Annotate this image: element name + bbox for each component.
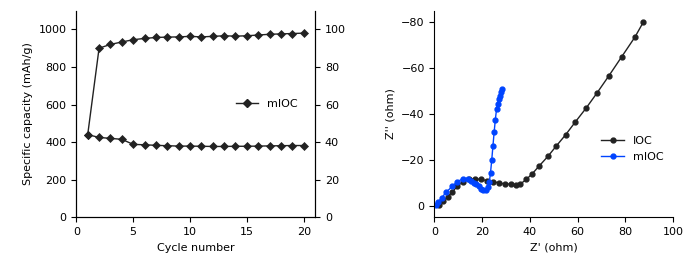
Line: IOC: IOC bbox=[437, 20, 646, 207]
IOC bbox=[439, 200, 447, 203]
IOC bbox=[465, 178, 473, 181]
IOC bbox=[528, 172, 536, 175]
mIOC bbox=[497, 91, 505, 94]
IOC bbox=[552, 144, 560, 148]
IOC bbox=[535, 164, 543, 167]
mIOC bbox=[486, 171, 495, 174]
mIOC bbox=[489, 144, 497, 148]
IOC bbox=[500, 182, 509, 186]
IOC bbox=[507, 182, 515, 186]
IOC bbox=[477, 178, 485, 181]
IOC bbox=[604, 74, 613, 78]
mIOC bbox=[495, 98, 503, 101]
mIOC bbox=[467, 179, 475, 182]
IOC bbox=[571, 120, 579, 123]
Line: mIOC: mIOC bbox=[433, 86, 505, 208]
X-axis label: Cycle number: Cycle number bbox=[157, 242, 235, 253]
IOC bbox=[618, 55, 626, 58]
IOC bbox=[522, 178, 530, 181]
mIOC bbox=[498, 87, 507, 90]
IOC bbox=[639, 20, 648, 24]
X-axis label: Z' (ohm): Z' (ohm) bbox=[530, 242, 577, 253]
mIOC bbox=[442, 191, 450, 194]
mIOC bbox=[472, 182, 480, 186]
mIOC bbox=[490, 131, 498, 134]
mIOC bbox=[437, 196, 446, 199]
Legend: IOC, mIOC: IOC, mIOC bbox=[597, 132, 668, 166]
mIOC bbox=[477, 187, 485, 190]
Y-axis label: Specific capacity (mAh/g): Specific capacity (mAh/g) bbox=[23, 42, 33, 185]
mIOC bbox=[482, 188, 490, 191]
mIOC bbox=[432, 204, 440, 207]
Legend: mIOC: mIOC bbox=[232, 94, 303, 113]
IOC bbox=[593, 92, 601, 95]
mIOC bbox=[434, 201, 442, 204]
IOC bbox=[453, 185, 462, 188]
IOC bbox=[443, 195, 452, 198]
mIOC bbox=[480, 188, 488, 191]
mIOC bbox=[496, 94, 505, 97]
mIOC bbox=[448, 185, 457, 188]
mIOC bbox=[484, 186, 492, 189]
IOC bbox=[561, 133, 570, 136]
mIOC bbox=[492, 108, 500, 111]
IOC bbox=[631, 36, 639, 39]
mIOC bbox=[470, 181, 478, 184]
mIOC bbox=[475, 185, 483, 188]
Y-axis label: Z'' (ohm): Z'' (ohm) bbox=[386, 89, 396, 139]
IOC bbox=[459, 180, 467, 183]
IOC bbox=[471, 177, 479, 180]
IOC bbox=[511, 184, 520, 187]
IOC bbox=[543, 155, 552, 158]
mIOC bbox=[459, 177, 467, 180]
mIOC bbox=[464, 178, 472, 181]
IOC bbox=[435, 203, 443, 206]
IOC bbox=[448, 191, 457, 194]
IOC bbox=[495, 181, 503, 184]
IOC bbox=[582, 107, 590, 110]
mIOC bbox=[493, 102, 502, 105]
IOC bbox=[483, 179, 491, 182]
IOC bbox=[516, 182, 525, 186]
mIOC bbox=[453, 180, 462, 183]
mIOC bbox=[491, 118, 500, 121]
mIOC bbox=[485, 180, 493, 183]
mIOC bbox=[488, 158, 496, 161]
IOC bbox=[489, 180, 497, 183]
